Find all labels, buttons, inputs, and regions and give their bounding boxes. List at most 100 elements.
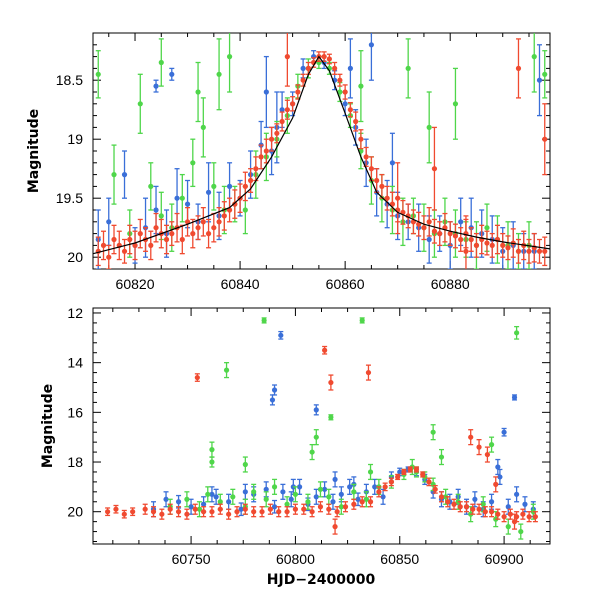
bottom-x-axis-label: HJD−2400000 <box>267 572 376 588</box>
data-point <box>518 528 524 535</box>
data-point <box>295 89 301 95</box>
data-point <box>438 454 445 460</box>
data-point <box>514 330 520 336</box>
bottom-x-tick-label: 60750 <box>172 551 211 567</box>
data-point <box>261 317 267 324</box>
data-point <box>121 248 128 254</box>
data-point <box>368 42 375 48</box>
data-point <box>209 491 215 497</box>
data-point <box>384 195 390 201</box>
bottom-x-tick-label: 60850 <box>380 551 419 567</box>
data-point <box>542 71 548 77</box>
top-y-tick-label: 18.5 <box>56 72 83 88</box>
data-point <box>309 509 315 515</box>
data-point <box>372 484 378 490</box>
data-point <box>251 509 257 515</box>
data-point <box>542 248 548 254</box>
data-point <box>484 451 490 458</box>
data-point <box>430 429 436 435</box>
data-point <box>263 496 269 502</box>
data-point <box>209 447 215 453</box>
data-point <box>358 136 364 142</box>
data-point <box>253 166 259 172</box>
data-point <box>205 231 212 237</box>
data-point <box>292 491 299 497</box>
top-series-2 <box>95 33 548 269</box>
data-point <box>195 225 201 231</box>
data-point <box>505 524 511 530</box>
data-point <box>242 461 248 468</box>
data-point <box>431 228 438 234</box>
data-point <box>209 459 215 465</box>
data-point <box>121 511 127 517</box>
data-point <box>313 494 319 500</box>
data-point <box>137 231 143 237</box>
bottom-y-tick-label: 16 <box>67 404 83 420</box>
data-point <box>321 54 327 60</box>
data-point <box>452 233 459 239</box>
data-point <box>111 172 117 178</box>
data-point <box>263 89 269 95</box>
data-point <box>305 499 311 505</box>
data-point <box>488 499 495 505</box>
data-point <box>536 248 543 254</box>
data-point <box>452 101 459 107</box>
data-point <box>426 479 432 485</box>
data-point <box>278 332 284 338</box>
data-point <box>458 219 464 225</box>
data-point <box>507 511 513 517</box>
data-point <box>205 491 211 497</box>
data-point <box>338 491 344 497</box>
data-point <box>153 225 159 231</box>
data-point <box>382 484 388 490</box>
bottom-y-tick-label: 20 <box>67 504 83 520</box>
data-point <box>367 469 374 475</box>
data-point <box>216 219 222 225</box>
data-point <box>209 509 215 515</box>
model-curve <box>93 55 550 255</box>
bottom-y-axis-label: Magnitude <box>40 384 56 468</box>
data-point <box>359 499 365 505</box>
data-point <box>497 474 503 480</box>
data-point <box>211 183 217 189</box>
data-point <box>300 65 306 71</box>
data-point <box>542 136 548 142</box>
data-point <box>367 499 374 505</box>
data-point <box>296 484 303 490</box>
data-point <box>332 524 338 530</box>
data-point <box>317 486 324 492</box>
data-point <box>511 519 518 525</box>
data-point <box>322 486 328 492</box>
data-point <box>334 509 340 515</box>
top-y-axis-label: Magnitude <box>26 109 42 193</box>
data-point <box>468 236 474 243</box>
bottom-y-tick-label: 18 <box>67 454 83 470</box>
data-point <box>437 231 443 237</box>
data-point <box>484 240 490 246</box>
data-point <box>420 471 426 478</box>
data-point <box>158 213 164 219</box>
data-point <box>230 494 236 500</box>
data-point <box>226 183 233 189</box>
data-point <box>211 225 217 231</box>
bottom-data-marks <box>105 317 538 540</box>
bottom-y-tick-label: 12 <box>67 305 83 321</box>
data-point <box>271 387 278 393</box>
data-point <box>284 107 290 113</box>
data-point <box>284 509 290 515</box>
data-point <box>259 509 265 515</box>
top-x-axis: 60820 60840 60860 60880 <box>108 33 530 292</box>
data-point <box>342 504 349 510</box>
data-point <box>511 394 518 401</box>
data-point <box>232 201 238 207</box>
data-point <box>395 195 401 201</box>
data-point <box>359 317 365 324</box>
data-point <box>495 511 501 517</box>
data-point <box>106 254 112 260</box>
data-point <box>380 494 386 500</box>
data-point <box>196 506 203 512</box>
data-point <box>163 496 169 502</box>
data-point <box>167 506 173 512</box>
data-point <box>188 504 194 510</box>
data-point <box>326 494 332 500</box>
